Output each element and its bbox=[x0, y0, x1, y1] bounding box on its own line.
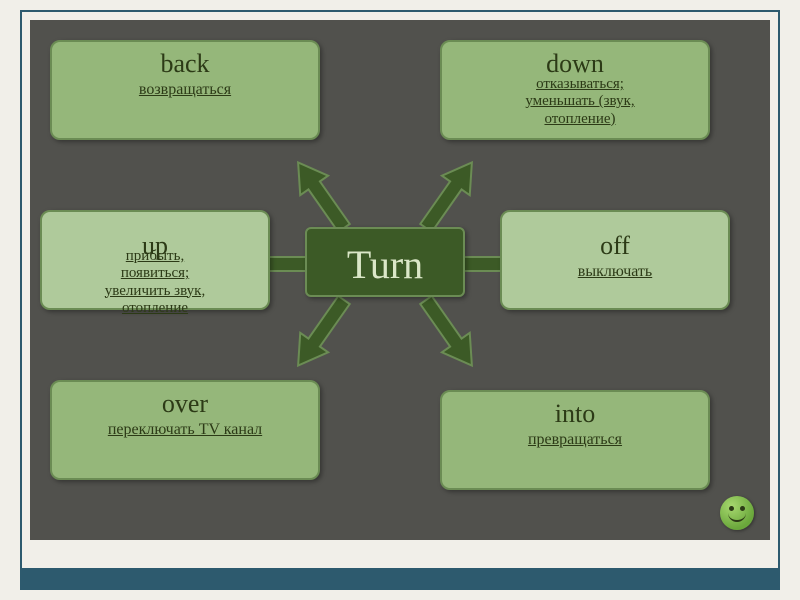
box-off: off выключать bbox=[500, 210, 730, 310]
box-over-sub: переключать TV канал bbox=[52, 421, 318, 439]
box-down-sub: отказываться; уменьшать (звук, отопление… bbox=[460, 76, 700, 128]
box-into: into превращаться bbox=[440, 390, 710, 490]
bottom-bar bbox=[20, 570, 780, 590]
box-off-sub: выключать bbox=[502, 263, 728, 281]
box-back-title: back bbox=[52, 50, 318, 79]
box-down-title: down bbox=[442, 50, 708, 79]
box-over-title: over bbox=[52, 390, 318, 419]
center-word-box: Turn bbox=[305, 227, 465, 297]
center-word: Turn bbox=[347, 242, 423, 287]
box-into-sub: превращаться bbox=[442, 431, 708, 449]
box-off-title: off bbox=[502, 232, 728, 261]
smiley-mouth bbox=[728, 512, 746, 522]
box-up-sub: прибыть, появиться; увеличить звук, отоп… bbox=[40, 248, 270, 317]
box-over: over переключать TV канал bbox=[50, 380, 320, 480]
box-into-title: into bbox=[442, 400, 708, 429]
smiley-icon[interactable] bbox=[720, 496, 754, 530]
box-back: back возвращаться bbox=[50, 40, 320, 140]
box-back-sub: возвращаться bbox=[52, 81, 318, 99]
slide-panel: Turn back возвращаться down отказываться… bbox=[30, 20, 770, 540]
